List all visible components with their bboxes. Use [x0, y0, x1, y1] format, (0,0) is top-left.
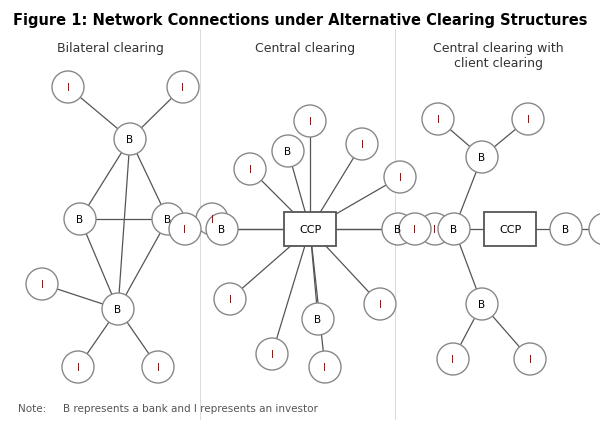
Text: I: I — [452, 354, 455, 364]
Text: B: B — [127, 135, 134, 145]
Text: I: I — [229, 294, 232, 304]
Text: I: I — [527, 115, 530, 125]
Text: I: I — [41, 279, 44, 289]
Text: I: I — [182, 83, 185, 93]
Text: I: I — [211, 215, 214, 225]
Text: I: I — [157, 362, 160, 372]
Circle shape — [512, 104, 544, 136]
Text: B: B — [164, 215, 172, 225]
Text: B: B — [478, 153, 485, 163]
Text: B: B — [218, 225, 226, 234]
Text: Figure 1: Network Connections under Alternative Clearing Structures: Figure 1: Network Connections under Alte… — [13, 13, 587, 28]
Circle shape — [206, 213, 238, 245]
Circle shape — [466, 288, 498, 320]
Text: CCP: CCP — [299, 225, 321, 234]
Circle shape — [272, 136, 304, 167]
Circle shape — [382, 213, 414, 245]
Circle shape — [364, 288, 396, 320]
Circle shape — [419, 213, 451, 245]
Text: B: B — [451, 225, 458, 234]
Circle shape — [114, 124, 146, 155]
Circle shape — [346, 129, 378, 161]
Text: I: I — [77, 362, 79, 372]
Circle shape — [309, 351, 341, 383]
Circle shape — [399, 213, 431, 245]
Text: Central clearing with
client clearing: Central clearing with client clearing — [433, 42, 563, 70]
Text: I: I — [398, 173, 401, 183]
Circle shape — [169, 213, 201, 245]
Text: I: I — [361, 140, 364, 150]
Circle shape — [256, 338, 288, 370]
Circle shape — [167, 72, 199, 104]
Circle shape — [437, 343, 469, 375]
Circle shape — [422, 104, 454, 136]
Text: I: I — [433, 225, 437, 234]
Circle shape — [142, 351, 174, 383]
Bar — [484, 213, 536, 246]
Circle shape — [234, 154, 266, 186]
Text: I: I — [437, 115, 439, 125]
Text: CCP: CCP — [499, 225, 521, 234]
Text: B: B — [314, 314, 322, 324]
Circle shape — [64, 204, 96, 236]
Text: I: I — [271, 349, 274, 359]
Circle shape — [294, 106, 326, 138]
Text: I: I — [184, 225, 187, 234]
Circle shape — [62, 351, 94, 383]
Text: B: B — [562, 225, 569, 234]
Circle shape — [438, 213, 470, 245]
Text: I: I — [308, 117, 311, 127]
Circle shape — [302, 303, 334, 335]
Circle shape — [196, 204, 228, 236]
Text: B represents a bank and I represents an investor: B represents a bank and I represents an … — [50, 403, 318, 413]
Circle shape — [514, 343, 546, 375]
Circle shape — [152, 204, 184, 236]
Text: I: I — [529, 354, 532, 364]
Circle shape — [589, 213, 600, 245]
Circle shape — [466, 142, 498, 173]
Text: Note:: Note: — [18, 403, 46, 413]
Text: B: B — [115, 304, 122, 314]
Text: I: I — [67, 83, 70, 93]
Text: B: B — [478, 299, 485, 309]
Text: I: I — [323, 362, 326, 372]
Circle shape — [102, 294, 134, 325]
Bar — [284, 213, 336, 246]
Text: B: B — [284, 147, 292, 157]
Circle shape — [26, 268, 58, 300]
Text: I: I — [413, 225, 416, 234]
Circle shape — [550, 213, 582, 245]
Text: I: I — [248, 164, 251, 175]
Circle shape — [214, 283, 246, 315]
Text: Central clearing: Central clearing — [255, 42, 355, 55]
Text: B: B — [76, 215, 83, 225]
Text: B: B — [394, 225, 401, 234]
Text: I: I — [379, 299, 382, 309]
Circle shape — [384, 161, 416, 193]
Text: Bilateral clearing: Bilateral clearing — [56, 42, 163, 55]
Circle shape — [52, 72, 84, 104]
